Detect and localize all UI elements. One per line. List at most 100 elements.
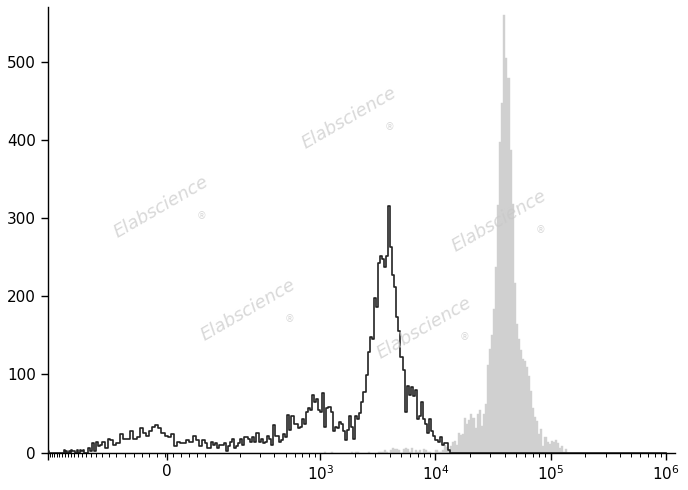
Bar — [438, 451, 440, 453]
Bar — [444, 445, 446, 453]
Bar — [411, 448, 413, 453]
Bar — [552, 442, 555, 453]
Bar — [479, 410, 481, 453]
Bar — [330, 451, 332, 453]
Text: ®: ® — [460, 332, 470, 342]
Bar — [491, 335, 493, 453]
Bar — [456, 445, 458, 453]
Bar — [394, 449, 396, 453]
Bar — [536, 421, 538, 453]
Bar — [442, 450, 444, 453]
Bar — [555, 440, 557, 453]
Bar — [417, 451, 419, 453]
Bar — [351, 451, 353, 453]
Bar — [419, 450, 421, 453]
Bar — [473, 418, 475, 453]
Bar — [440, 451, 442, 453]
Bar — [380, 451, 382, 453]
Bar — [355, 451, 357, 453]
Bar — [528, 376, 530, 453]
Bar — [520, 350, 522, 453]
Bar — [392, 448, 394, 453]
Bar — [497, 205, 499, 453]
Bar — [405, 448, 407, 453]
Bar — [540, 429, 542, 453]
Text: Elabscience: Elabscience — [110, 173, 211, 242]
Bar — [530, 392, 532, 453]
Bar — [506, 58, 508, 453]
Bar — [402, 449, 405, 453]
Text: ®: ® — [284, 314, 294, 324]
Bar — [367, 451, 369, 453]
Bar — [522, 359, 524, 453]
Bar — [485, 404, 487, 453]
Bar — [487, 366, 489, 453]
Bar — [512, 203, 514, 453]
Text: Elabscience: Elabscience — [198, 275, 299, 344]
Text: Elabscience: Elabscience — [298, 84, 400, 153]
Bar — [407, 449, 409, 453]
Bar — [550, 441, 552, 453]
Bar — [378, 451, 380, 453]
Bar — [514, 283, 516, 453]
Bar — [495, 267, 497, 453]
Bar — [398, 450, 400, 453]
Bar — [324, 451, 326, 453]
Bar — [557, 443, 559, 453]
Bar — [396, 449, 398, 453]
Bar — [504, 15, 506, 453]
Bar — [526, 368, 528, 453]
Bar — [518, 340, 520, 453]
Bar — [390, 450, 392, 453]
Bar — [454, 441, 456, 453]
Bar — [524, 361, 526, 453]
Bar — [429, 451, 431, 453]
Bar — [538, 434, 540, 453]
Bar — [483, 414, 485, 453]
Text: Elabscience: Elabscience — [449, 186, 550, 255]
Bar — [386, 451, 388, 453]
Bar — [452, 442, 454, 453]
Bar — [499, 143, 502, 453]
Bar — [471, 414, 473, 453]
Bar — [409, 451, 411, 453]
Bar — [565, 449, 567, 453]
Bar — [415, 450, 417, 453]
Bar — [508, 78, 510, 453]
Bar — [423, 449, 425, 453]
Text: ®: ® — [197, 211, 206, 221]
Bar — [542, 446, 544, 453]
Bar — [382, 451, 384, 453]
Bar — [475, 428, 477, 453]
Bar — [510, 149, 512, 453]
Bar — [436, 450, 438, 453]
Bar — [559, 448, 561, 453]
Bar — [384, 450, 386, 453]
Bar — [450, 446, 452, 453]
Bar — [469, 420, 471, 453]
Bar — [477, 414, 479, 453]
Bar — [427, 451, 429, 453]
Bar — [357, 451, 359, 453]
Bar — [561, 446, 563, 453]
Bar — [563, 451, 565, 453]
Text: Elabscience: Elabscience — [374, 294, 475, 362]
Bar — [489, 349, 491, 453]
Bar — [425, 450, 427, 453]
Bar — [462, 434, 464, 453]
Text: ®: ® — [535, 225, 545, 235]
Bar — [460, 435, 462, 453]
Bar — [458, 433, 460, 453]
Bar — [493, 309, 495, 453]
Bar — [446, 447, 448, 453]
Bar — [534, 417, 536, 453]
Bar — [448, 450, 450, 453]
Bar — [532, 408, 534, 453]
Bar — [464, 418, 466, 453]
Bar — [481, 426, 483, 453]
Bar — [466, 423, 469, 453]
Bar — [502, 103, 504, 453]
Bar — [548, 444, 550, 453]
Bar — [546, 442, 548, 453]
Text: ®: ® — [385, 122, 394, 132]
